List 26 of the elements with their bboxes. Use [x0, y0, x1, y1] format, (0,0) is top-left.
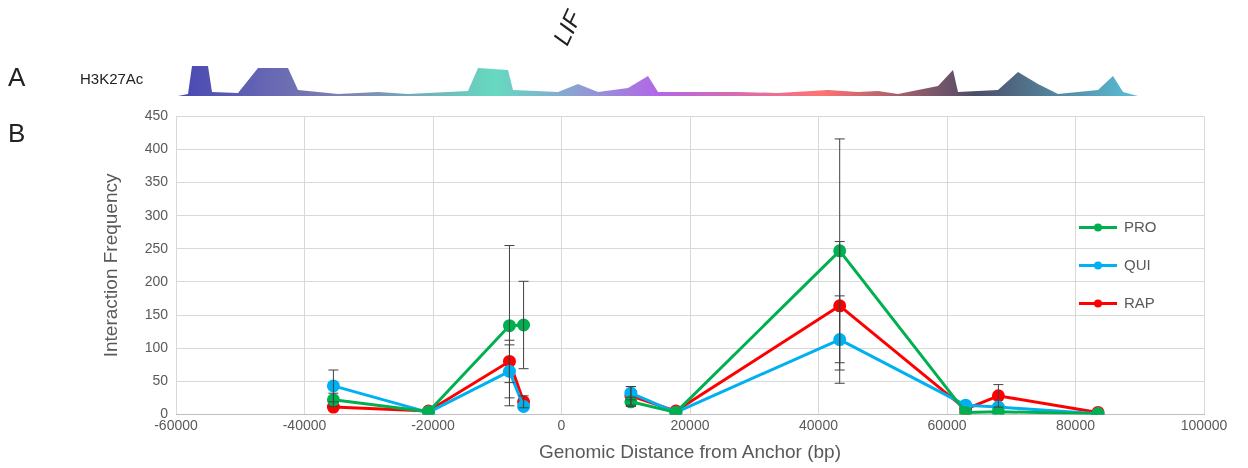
x-tick-label: 100000 [1180, 416, 1228, 433]
text: B [8, 118, 26, 149]
y-tick-label: 100 [144, 339, 169, 356]
y-tick-label: 450 [144, 107, 169, 124]
legend-label: RAP [1124, 293, 1155, 311]
y-tick-label: 350 [144, 173, 169, 190]
y-tick-label: 50 [152, 372, 169, 389]
y-tick-label: 300 [144, 206, 169, 223]
text: H3K27Ac [80, 70, 144, 87]
x-tick-label: -40000 [282, 416, 327, 433]
x-tick-label: 40000 [799, 416, 839, 433]
x-tick-label: -20000 [411, 416, 456, 433]
x-tick-label: 0 [557, 416, 566, 433]
text: A [8, 62, 26, 93]
y-tick-label: 250 [144, 239, 169, 256]
x-tick-label: 60000 [927, 416, 967, 433]
text: LIF [547, 6, 588, 50]
y-tick-label: 150 [144, 305, 169, 322]
x-tick-label: 20000 [670, 416, 710, 433]
legend-label: QUI [1124, 255, 1151, 273]
legend-label: PRO [1124, 217, 1157, 235]
x-axis-title: Genomic Distance from Anchor (bp) [538, 440, 842, 462]
x-tick-label: 80000 [1056, 416, 1096, 433]
y-tick-label: 400 [144, 140, 169, 157]
y-tick-label: 200 [144, 272, 169, 289]
y-axis-title: Interaction Frequency [99, 173, 121, 358]
